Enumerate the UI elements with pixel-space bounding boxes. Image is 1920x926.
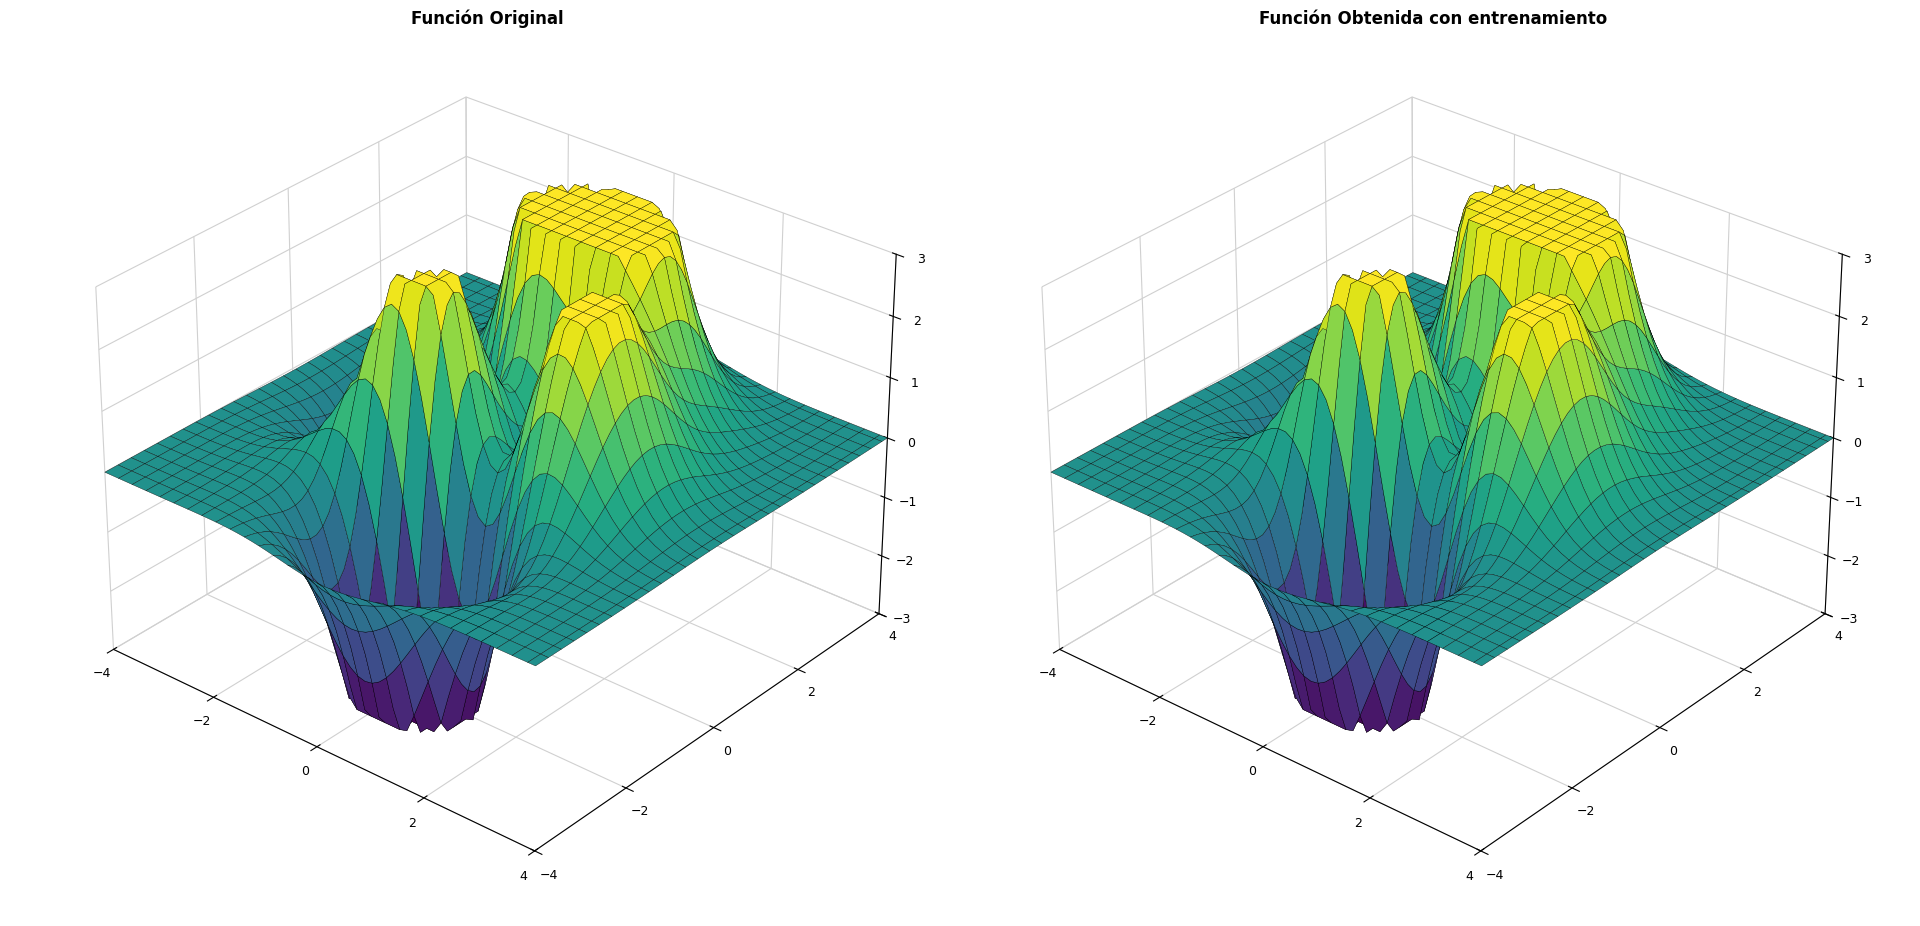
Title: Función Original: Función Original	[411, 9, 563, 28]
Title: Función Obtenida con entrenamiento: Función Obtenida con entrenamiento	[1260, 10, 1607, 28]
